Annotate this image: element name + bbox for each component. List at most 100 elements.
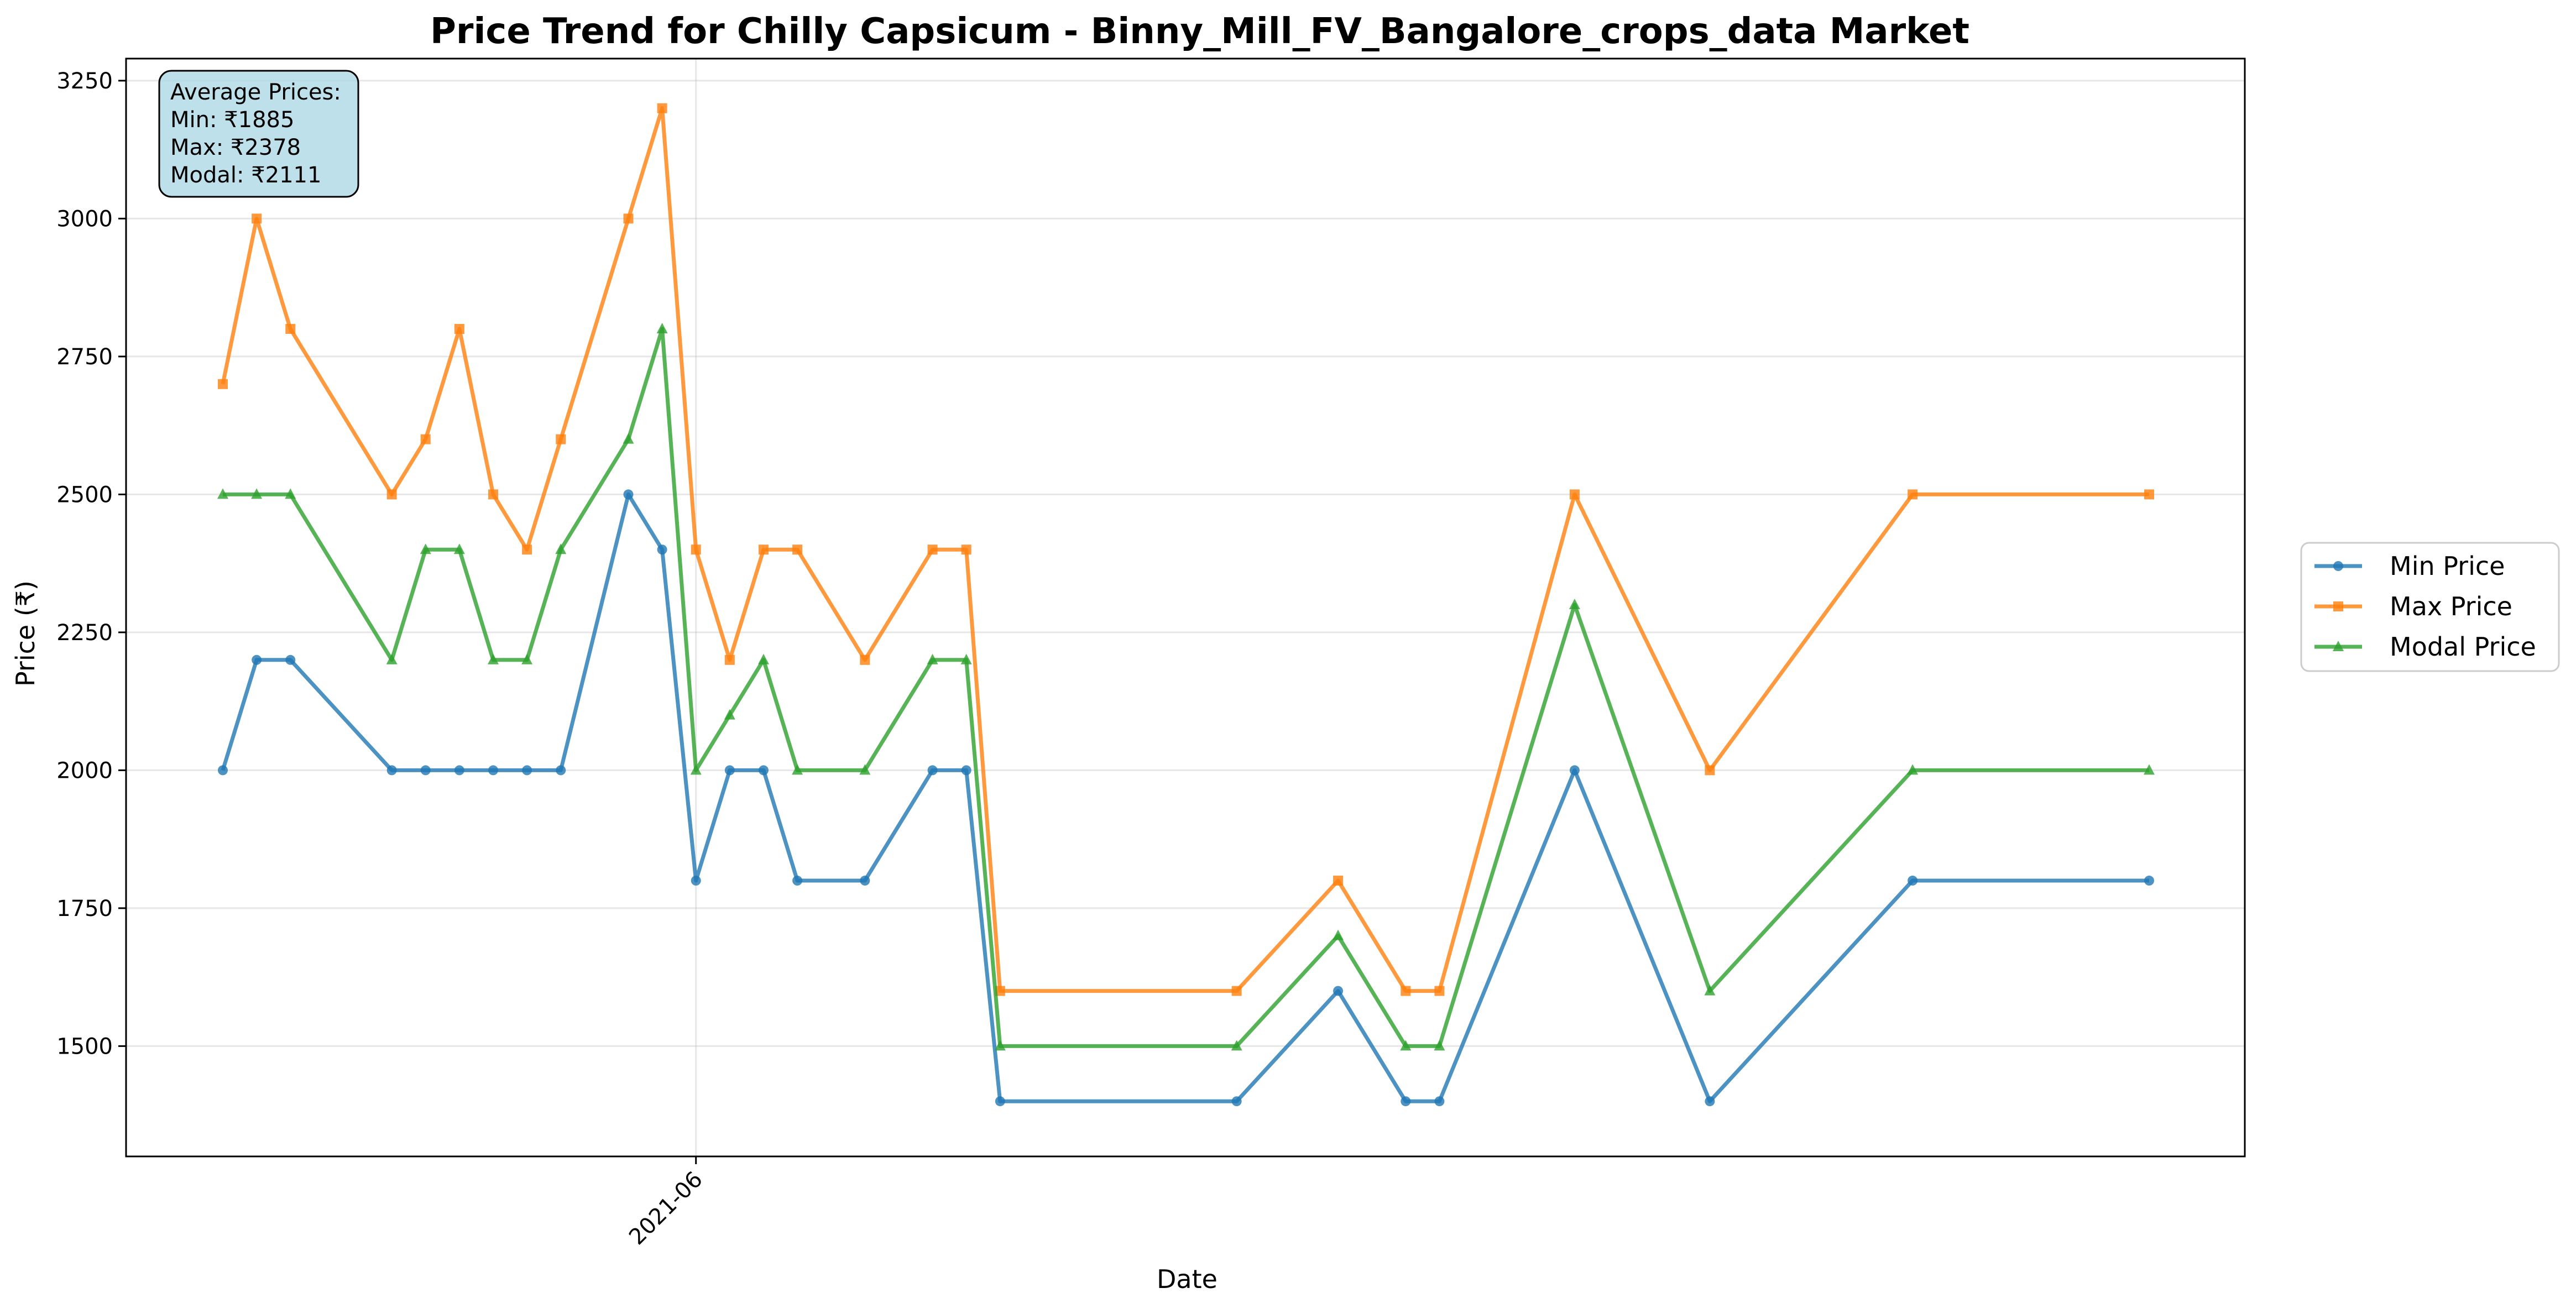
max-price-point xyxy=(1434,986,1445,996)
max-price-point xyxy=(1231,986,1242,996)
min-price-point xyxy=(623,489,634,500)
max-price-point xyxy=(522,544,532,555)
min-price-point xyxy=(218,765,228,776)
modal-price-point xyxy=(623,433,634,444)
modal-price-point xyxy=(1434,1040,1445,1051)
y-tick-label: 1750 xyxy=(56,896,113,921)
modal-price-point xyxy=(555,543,567,554)
max-price-point xyxy=(1401,986,1411,996)
max-price-point xyxy=(218,379,228,389)
max-price-point xyxy=(252,213,262,224)
min-price-point xyxy=(1401,1096,1411,1107)
min-price-point xyxy=(488,765,498,776)
min-price-point xyxy=(927,765,938,776)
max-price-point xyxy=(386,489,397,500)
modal-price-point xyxy=(724,709,735,720)
y-axis-ticks: 1500 1750 2000 2250 2500 2750 3000 3250 xyxy=(56,69,126,1059)
y-tick-label: 2500 xyxy=(56,482,113,507)
modal-price-point xyxy=(994,1040,1006,1051)
y-tick-label: 3250 xyxy=(56,69,113,94)
max-price-point xyxy=(285,324,296,334)
annotation-background xyxy=(158,70,359,198)
modal-price-point xyxy=(960,653,972,664)
annotation-line: Min: ₹1885 xyxy=(170,107,294,133)
min-price-point xyxy=(657,544,667,555)
min-price-line xyxy=(221,492,2149,1103)
max-price-point xyxy=(454,324,464,334)
max-price-point xyxy=(995,986,1005,996)
min-price-point xyxy=(792,876,803,886)
max-price-point xyxy=(1705,765,1715,776)
min-price-point xyxy=(995,1096,1005,1107)
plot-frame xyxy=(125,57,2246,1158)
modal-price-point xyxy=(453,543,465,554)
max-price-point xyxy=(691,544,701,555)
modal-price-point xyxy=(690,764,702,775)
max-price-point xyxy=(556,434,566,444)
modal-price-point xyxy=(1333,929,1344,940)
modal-price-point xyxy=(2144,764,2155,775)
legend: Min Price Max Price Modal Price xyxy=(2300,542,2560,672)
min-price-point xyxy=(386,765,397,776)
max-price-point xyxy=(2144,489,2154,500)
legend-item-max-price: Max Price xyxy=(2314,591,2512,621)
modal-price-point xyxy=(792,764,803,775)
modal-price-point xyxy=(1231,1040,1242,1051)
legend-swatch-marker xyxy=(2333,601,2343,611)
modal-price-point xyxy=(487,653,499,664)
legend-item-modal-price: Modal Price xyxy=(2314,632,2536,662)
min-price-point xyxy=(1434,1096,1445,1107)
legend-frame xyxy=(2300,542,2560,672)
annotation-line: Max: ₹2378 xyxy=(170,135,301,160)
modal-price-point xyxy=(656,323,668,334)
max-price-point xyxy=(860,654,870,665)
legend-label: Max Price xyxy=(2390,591,2512,621)
y-tick-label: 1500 xyxy=(56,1034,113,1059)
modal-price-point xyxy=(521,653,533,664)
min-price-point xyxy=(285,654,296,665)
modal-price-point xyxy=(251,488,263,499)
modal-price-point xyxy=(285,488,296,499)
modal-price-point xyxy=(859,764,871,775)
max-price-point xyxy=(1333,876,1344,886)
min-price-point xyxy=(860,876,870,886)
min-price-point xyxy=(1569,765,1580,776)
modal-price-point xyxy=(1569,599,1580,610)
chart-title: Price Trend for Chilly Capsicum - Binny_… xyxy=(430,11,1969,52)
min-price-point xyxy=(2144,876,2154,886)
min-price-point xyxy=(1231,1096,1242,1107)
legend-swatch-marker xyxy=(2333,561,2343,571)
modal-price-point xyxy=(1907,764,1919,775)
modal-price-point xyxy=(1704,985,1716,996)
legend-item-min-price: Min Price xyxy=(2314,551,2505,581)
modal-price-point xyxy=(386,653,398,664)
min-price-point xyxy=(556,765,566,776)
min-price-point xyxy=(522,765,532,776)
modal-price-point xyxy=(217,488,228,499)
max-price-point xyxy=(724,654,735,665)
max-price-point xyxy=(1908,489,1918,500)
annotation-line: Modal: ₹2111 xyxy=(170,163,321,188)
x-tick-label: 2021-06 xyxy=(624,1167,708,1250)
legend-label: Min Price xyxy=(2390,551,2505,581)
y-axis-label: Price (₹) xyxy=(11,580,40,687)
max-price-point xyxy=(420,434,431,444)
modal-price-series xyxy=(217,323,2155,1051)
x-axis-ticks: 2021-06 xyxy=(624,1156,708,1250)
max-price-point xyxy=(657,103,667,113)
max-price-point xyxy=(758,544,769,555)
max-price-point xyxy=(1569,489,1580,500)
modal-price-point xyxy=(757,653,769,664)
min-price-series xyxy=(218,489,2154,1107)
y-tick-label: 3000 xyxy=(56,206,113,232)
min-price-point xyxy=(758,765,769,776)
min-price-point xyxy=(691,876,701,886)
min-price-point xyxy=(1908,876,1918,886)
min-price-point xyxy=(1333,986,1344,996)
max-price-line xyxy=(221,106,2149,993)
modal-price-point xyxy=(927,653,938,664)
x-axis-label: Date xyxy=(1157,1264,1218,1294)
annotation-line: Average Prices: xyxy=(170,80,341,105)
